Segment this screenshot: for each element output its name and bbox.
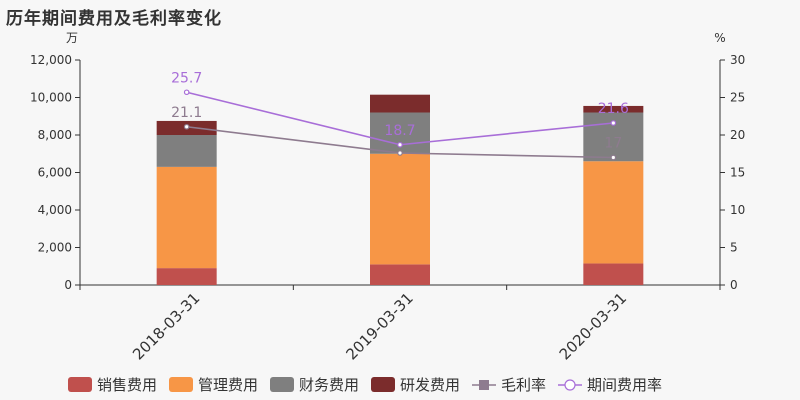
legend-marker xyxy=(479,380,489,390)
left-tick-label: 10,000 xyxy=(30,91,72,105)
legend-swatch xyxy=(169,377,193,392)
bar-segment xyxy=(156,135,217,167)
series-point xyxy=(183,89,190,96)
right-tick-label: 10 xyxy=(730,203,745,217)
data-label: 17 xyxy=(604,136,622,152)
bar-segment xyxy=(370,94,430,113)
bar-segment xyxy=(370,153,430,265)
legend-swatch xyxy=(371,377,395,392)
x-tick-label: 2020-03-31 xyxy=(556,289,630,363)
legend-label: 销售费用 xyxy=(97,376,157,394)
legend-swatch xyxy=(270,377,294,392)
data-label: 18.7 xyxy=(384,123,415,139)
data-label: 21.6 xyxy=(598,101,629,117)
right-tick-label: 15 xyxy=(730,166,745,180)
right-tick-label: 0 xyxy=(730,278,738,292)
bar-segment xyxy=(370,264,430,285)
left-tick-label: 8,000 xyxy=(38,128,72,142)
right-tick-label: 20 xyxy=(730,128,745,142)
line-layer: 21.1 17 25.7 18.7 21.6 xyxy=(171,70,629,161)
data-label: 25.7 xyxy=(171,70,202,86)
legend-marker xyxy=(564,379,576,391)
left-tick-label: 6,000 xyxy=(38,166,72,180)
legend-label: 研发费用 xyxy=(400,376,460,394)
left-tick-label: 4,000 xyxy=(38,203,72,217)
bar-layer xyxy=(156,94,644,285)
series-point xyxy=(397,141,403,148)
series-point xyxy=(610,154,617,161)
series-point xyxy=(610,120,617,126)
left-axis-unit: 万 xyxy=(66,31,78,45)
bar-segment xyxy=(156,268,217,285)
series-point xyxy=(183,123,190,130)
legend-label: 财务费用 xyxy=(299,376,359,394)
left-tick-label: 12,000 xyxy=(30,53,72,67)
right-tick-label: 30 xyxy=(730,53,745,67)
x-tick-label: 2018-03-31 xyxy=(129,289,203,363)
right-axis-unit: % xyxy=(714,31,725,45)
right-tick-label: 5 xyxy=(730,241,738,255)
bar-segment xyxy=(156,166,217,269)
bar-segment xyxy=(583,161,644,264)
data-label: 21.1 xyxy=(171,105,202,121)
right-tick-label: 25 xyxy=(730,91,745,105)
chart-title: 历年期间费用及毛利率变化 xyxy=(6,9,222,29)
left-tick-label: 2,000 xyxy=(38,241,72,255)
legend-label: 期间费用率 xyxy=(587,376,662,394)
bar-segment xyxy=(583,105,644,113)
chart-legend: 销售费用 管理费用 财务费用 研发费用 毛利率 期间费用率 xyxy=(68,376,662,394)
series-point xyxy=(397,150,403,156)
legend-label: 毛利率 xyxy=(501,376,546,394)
left-tick-label: 0 xyxy=(64,278,72,292)
bar-segment xyxy=(583,263,644,285)
x-tick-label: 2019-03-31 xyxy=(342,289,416,363)
legend-label: 管理费用 xyxy=(198,376,258,394)
legend-swatch xyxy=(68,377,92,392)
